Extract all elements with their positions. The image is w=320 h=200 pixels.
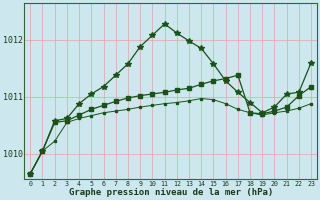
X-axis label: Graphe pression niveau de la mer (hPa): Graphe pression niveau de la mer (hPa)	[68, 188, 273, 197]
